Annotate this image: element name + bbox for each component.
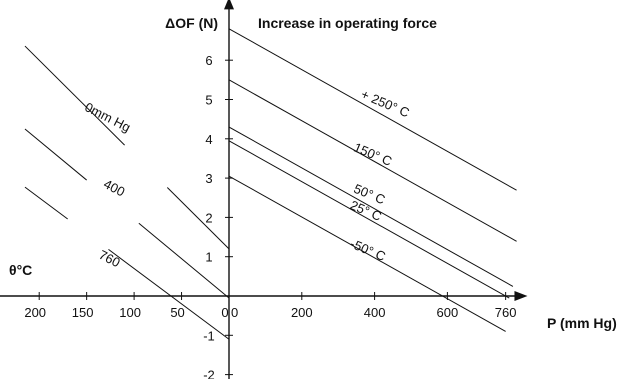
x-left-tick-label: 200: [24, 305, 46, 320]
series-line-left: [138, 222, 230, 299]
series-line-right: [228, 175, 506, 332]
series-line-right: [228, 28, 517, 191]
x-right-tick-label: 600: [437, 305, 459, 320]
series-label-left: 400: [101, 176, 127, 199]
series-label-left: 760: [96, 247, 122, 270]
y-tick-label: 2: [205, 210, 212, 225]
temperature-axis-title: θ°C: [9, 262, 32, 278]
y-tick-label: 5: [205, 93, 212, 108]
x-left-tick-label: 100: [119, 305, 141, 320]
x-right-tick-label: 200: [291, 305, 313, 320]
series-line-right: [228, 140, 510, 299]
chart-marks: -2 -1 1 2 3 4 5 6 0 200 400 600 760 200 150 100 50 0 + 250…: [0, 0, 528, 379]
series-line-left: [108, 248, 230, 340]
series-line-left: [24, 186, 68, 220]
y-tick-label: 1: [205, 250, 212, 265]
series-line-right: [228, 126, 514, 287]
series-label-left: 0mm Hg: [82, 99, 133, 135]
x-axis-arrow: [514, 291, 528, 301]
series-label-right: -50° C: [348, 236, 388, 264]
series-label-right: 150° C: [352, 140, 395, 169]
series-label-right: + 250° C: [359, 86, 412, 120]
x-right-tick-label: 0: [231, 305, 238, 320]
y-tick-label: 3: [205, 171, 212, 186]
x-axis-title: P (mm Hg): [547, 315, 617, 331]
x-right-tick-label: 760: [495, 305, 517, 320]
y-tick-label: 4: [205, 132, 212, 147]
series-line-left: [24, 128, 87, 181]
x-left-tick-label: 50: [170, 305, 184, 320]
x-left-tick-label: 0: [221, 305, 228, 320]
y-tick-label: -2: [203, 368, 215, 379]
series-line-right: [228, 79, 517, 242]
chart-title: Increase in operating force: [258, 15, 437, 31]
series-line-left: [24, 45, 125, 146]
y-tick-label: 6: [205, 53, 212, 68]
x-left-tick-label: 150: [72, 305, 94, 320]
y-axis-title: ΔOF (N): [165, 15, 218, 31]
x-right-tick-label: 400: [364, 305, 386, 320]
y-axis-arrow: [224, 0, 234, 10]
series-line-left: [166, 187, 230, 250]
y-tick-label: -1: [203, 328, 215, 343]
